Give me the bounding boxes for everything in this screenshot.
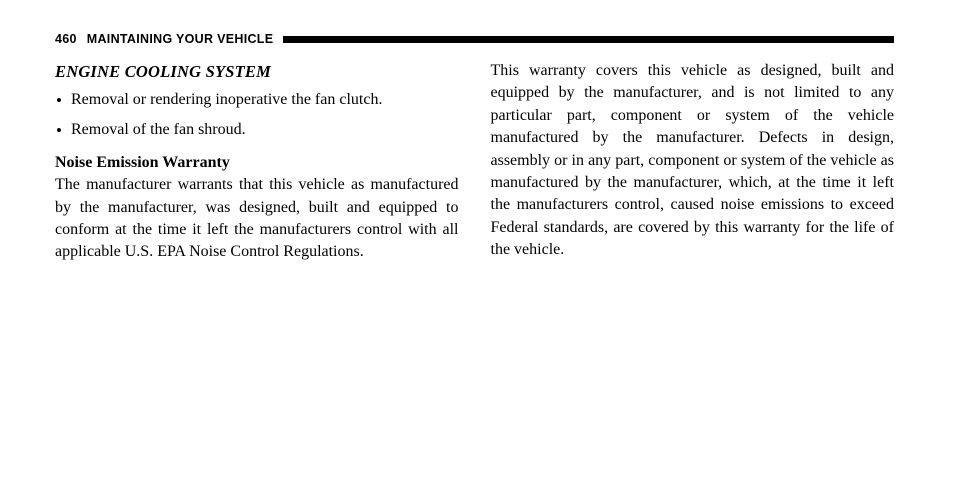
right-column: This warranty covers this vehicle as des… — [491, 60, 895, 264]
page-number: 460 — [55, 32, 77, 46]
bullet-list: Removal or rendering inoperative the fan… — [55, 89, 459, 142]
section-heading: ENGINE COOLING SYSTEM — [55, 60, 459, 83]
content-columns: ENGINE COOLING SYSTEM Removal or renderi… — [55, 60, 894, 264]
paragraph: This warranty covers this vehicle as des… — [491, 60, 895, 262]
header-title: MAINTAINING YOUR VEHICLE — [87, 32, 274, 46]
paragraph: The manufacturer warrants that this vehi… — [55, 174, 459, 264]
page-header: 460 MAINTAINING YOUR VEHICLE — [55, 32, 894, 46]
header-rule — [283, 36, 894, 43]
left-column: ENGINE COOLING SYSTEM Removal or renderi… — [55, 60, 459, 264]
subheading: Noise Emission Warranty — [55, 152, 459, 174]
list-item: Removal or rendering inoperative the fan… — [55, 89, 459, 111]
page: 460 MAINTAINING YOUR VEHICLE ENGINE COOL… — [0, 0, 954, 264]
list-item: Removal of the fan shroud. — [55, 119, 459, 141]
